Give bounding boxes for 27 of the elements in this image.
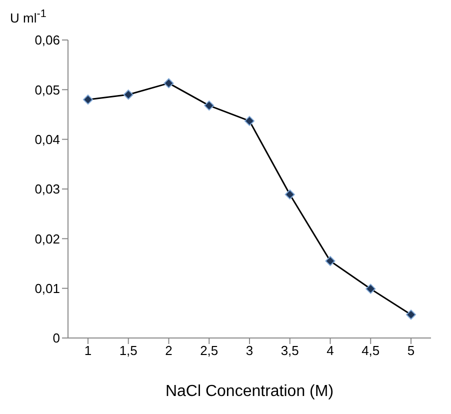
y-tick-label: 0 <box>52 330 60 346</box>
x-tick-label: 3,5 <box>280 343 299 358</box>
point <box>164 78 174 88</box>
x-tick-label: 1 <box>84 343 92 358</box>
x-axis-title: NaCl Concentration (M) <box>164 383 335 401</box>
y-tick-label: 0,04 <box>34 132 60 147</box>
x-tick-label: 3 <box>246 343 254 358</box>
point <box>204 100 214 111</box>
x-tick-label: 5 <box>407 343 415 358</box>
point <box>366 284 376 294</box>
y-tick-label: 0,06 <box>34 32 60 48</box>
x-tick-label: 2,5 <box>200 343 218 358</box>
y-tick-label: 0,03 <box>34 182 60 197</box>
x-tick-label: 2 <box>165 343 172 358</box>
y-tick-label: 0,05 <box>34 82 60 98</box>
point <box>325 256 336 266</box>
point <box>83 94 93 105</box>
y-tick-label: 0,02 <box>34 231 60 246</box>
point <box>244 116 254 126</box>
y-tick-label: 0,01 <box>34 280 60 296</box>
point <box>284 189 295 200</box>
x-tick-label: 1,5 <box>119 343 138 358</box>
point <box>406 310 416 320</box>
point <box>123 90 134 100</box>
x-tick-label: 4,5 <box>362 343 380 358</box>
y-axis-title: U ml$^{-1}$ <box>10 8 46 26</box>
x-tick-label: 4 <box>326 343 334 358</box>
